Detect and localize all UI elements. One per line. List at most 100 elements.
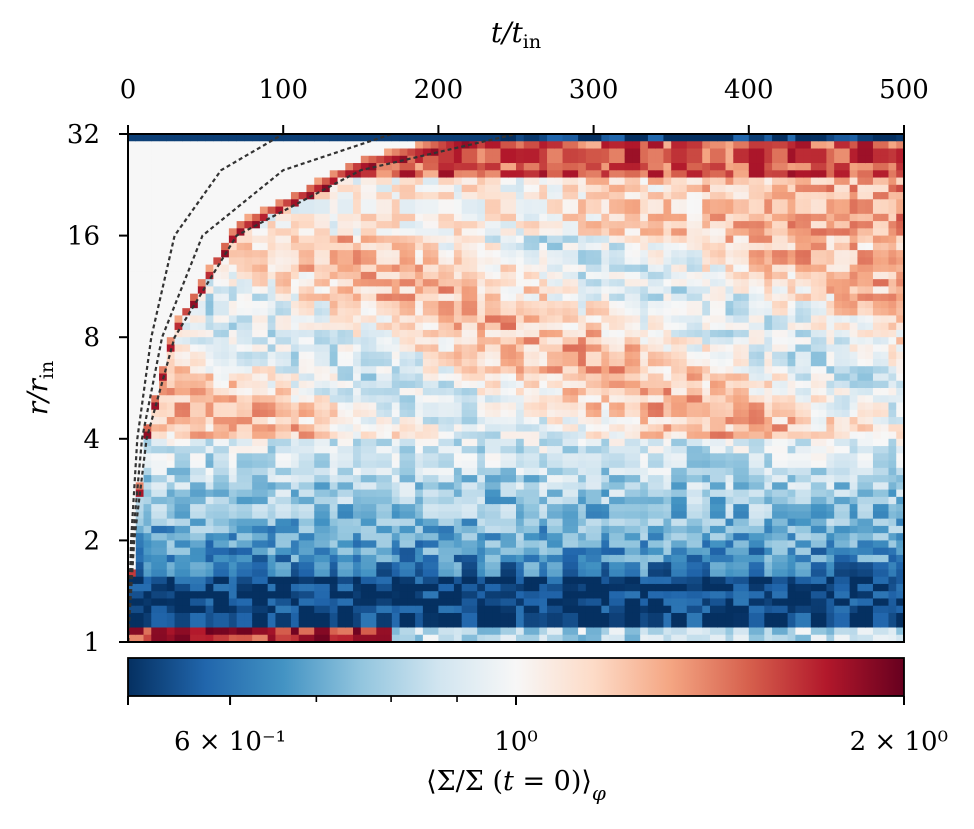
heatmap-cell [228,533,238,541]
heatmap-cell [236,337,245,346]
heatmap-cell [345,308,354,317]
heatmap-cell [314,395,323,404]
heatmap-cell [143,264,152,273]
heatmap-cell [585,329,595,338]
heatmap-cell [205,554,214,563]
heatmap-cell [360,388,370,396]
heatmap-cell [523,293,533,302]
heatmap-cell [368,554,377,563]
heatmap-cell [368,170,377,179]
heatmap-cell [570,271,579,280]
heatmap-cell [314,417,323,425]
heatmap-cell [228,576,238,585]
heatmap-cell [492,286,502,295]
heatmap-cell [632,373,641,382]
heatmap-cell [252,583,261,592]
heatmap-cell [259,547,269,556]
heatmap-cell [205,170,214,179]
heatmap-cell [500,373,509,382]
heatmap-cell [174,344,183,353]
heatmap-cell [182,533,191,541]
heatmap-cell [190,591,199,600]
heatmap-cell [399,257,408,266]
heatmap-cell [197,475,207,483]
heatmap-cell [244,417,253,425]
heatmap-cell [182,170,191,179]
heatmap-cell [539,446,548,454]
heatmap-cell [578,446,587,454]
heatmap-cell [143,322,152,331]
heatmap-cell [143,591,152,600]
heatmap-cell [244,358,253,367]
heatmap-cell [562,518,571,527]
heatmap-cell [477,373,486,382]
heatmap-cell [197,554,207,563]
heatmap-cell [593,358,602,367]
heatmap-cell [384,620,393,629]
heatmap-cell [647,271,657,280]
heatmap-cell [407,395,416,404]
heatmap-cell [399,279,408,287]
heatmap-cell [663,518,672,527]
heatmap-cell [353,562,362,571]
heatmap-cell [174,322,183,331]
heatmap-cell [585,525,595,534]
heatmap-cell [477,446,486,454]
heatmap-cell [516,446,525,454]
heatmap-cell [128,170,137,179]
heatmap-cell [632,504,641,512]
heatmap-cell [585,583,595,592]
heatmap-cell [197,155,207,164]
heatmap-cell [523,540,533,549]
heatmap-cell [151,235,160,244]
heatmap-cell [678,163,688,171]
heatmap-cell [663,409,672,418]
heatmap-cell [624,489,633,498]
heatmap-cell [329,583,339,592]
heatmap-cell [360,206,370,215]
heatmap-cell [368,569,377,578]
heatmap-cell [290,409,300,418]
heatmap-cell [640,199,649,208]
heatmap-cell [523,228,533,237]
heatmap-cell [306,148,315,157]
heatmap-cell [430,228,439,237]
heatmap-cell [430,213,439,222]
heatmap-cell [190,402,199,411]
heatmap-cell [399,358,408,367]
heatmap-cell [554,504,564,512]
heatmap-cell [353,300,362,309]
heatmap-cell [422,554,432,563]
heatmap-cell [500,235,509,244]
heatmap-cell [469,322,478,331]
heatmap-cell [609,213,618,222]
heatmap-cell [671,518,680,527]
heatmap-cell [267,446,277,454]
heatmap-cell [671,380,680,389]
heatmap-cell [578,148,587,157]
heatmap-cell [430,242,439,251]
heatmap-cell [337,409,346,418]
heatmap-cell [453,453,463,462]
heatmap-cell [647,569,657,578]
heatmap-cell [174,351,183,360]
heatmap-cell [477,199,486,208]
heatmap-cell [655,504,665,512]
heatmap-cell [523,380,533,389]
heatmap-cell [252,388,261,396]
heatmap-cell [578,141,587,150]
heatmap-cell [174,228,183,237]
heatmap-cell [174,409,183,418]
heatmap-cell [314,177,323,186]
heatmap-cell [298,569,308,578]
heatmap-cell [647,605,657,614]
heatmap-cell [601,547,610,556]
heatmap-cell [259,612,269,621]
heatmap-cell [655,395,665,404]
heatmap-cell [314,554,323,563]
heatmap-cell [236,417,245,425]
heatmap-cell [151,141,160,150]
heatmap-cell [422,540,432,549]
heatmap-cell [259,373,269,382]
heatmap-cell [469,228,478,237]
